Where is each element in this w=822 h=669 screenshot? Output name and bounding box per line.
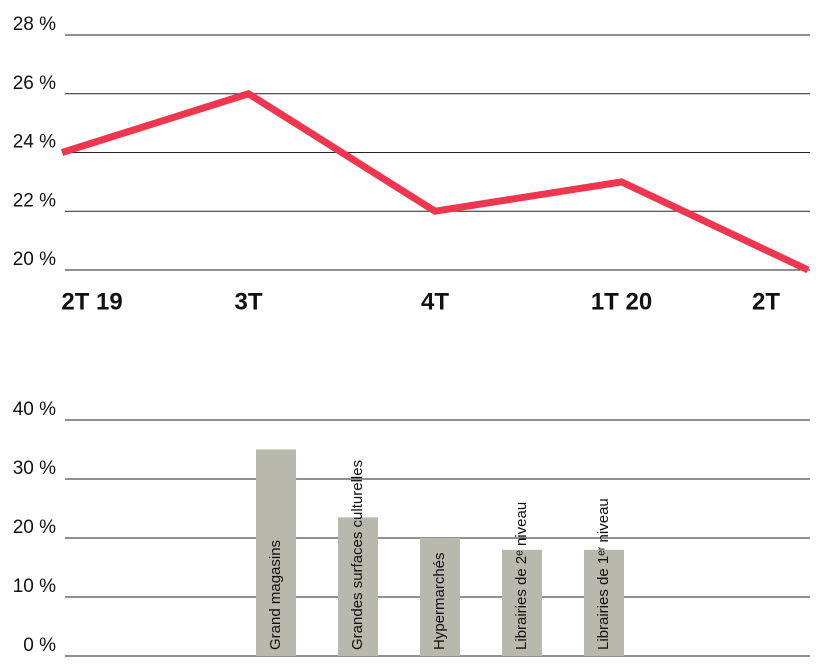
y-tick-label: 20 %	[13, 517, 56, 538]
bar-label: Hypermarchés	[431, 552, 448, 650]
bar	[338, 517, 378, 656]
bar	[584, 549, 624, 656]
bar-label: Librairies de 1ᵉʳ niveau	[595, 498, 612, 650]
bar	[256, 449, 296, 656]
y-tick-label: 40 %	[13, 399, 56, 420]
x-tick-label: 4T	[421, 288, 449, 315]
bar-label: Librairies de 2ᵉ niveau	[513, 502, 530, 650]
x-tick-label: 2T	[752, 288, 780, 315]
x-tick-label: 1T 20	[591, 288, 652, 315]
bar-label: Grandes surfaces culturelles	[349, 460, 366, 650]
y-tick-label: 28 %	[13, 14, 56, 35]
bar	[420, 538, 460, 656]
x-tick-label: 3T	[234, 288, 262, 315]
y-tick-label: 30 %	[13, 458, 56, 479]
y-tick-label: 20 %	[13, 249, 56, 270]
y-tick-label: 24 %	[13, 132, 56, 153]
y-tick-label: 0 %	[23, 635, 56, 656]
y-tick-label: 26 %	[13, 73, 56, 94]
x-tick-label: 2T 19	[61, 288, 122, 315]
y-tick-label: 10 %	[13, 576, 56, 597]
bar-label: Grand magasins	[267, 540, 284, 650]
bar	[502, 549, 542, 656]
y-tick-label: 22 %	[13, 190, 56, 211]
line-series	[60, 89, 810, 274]
